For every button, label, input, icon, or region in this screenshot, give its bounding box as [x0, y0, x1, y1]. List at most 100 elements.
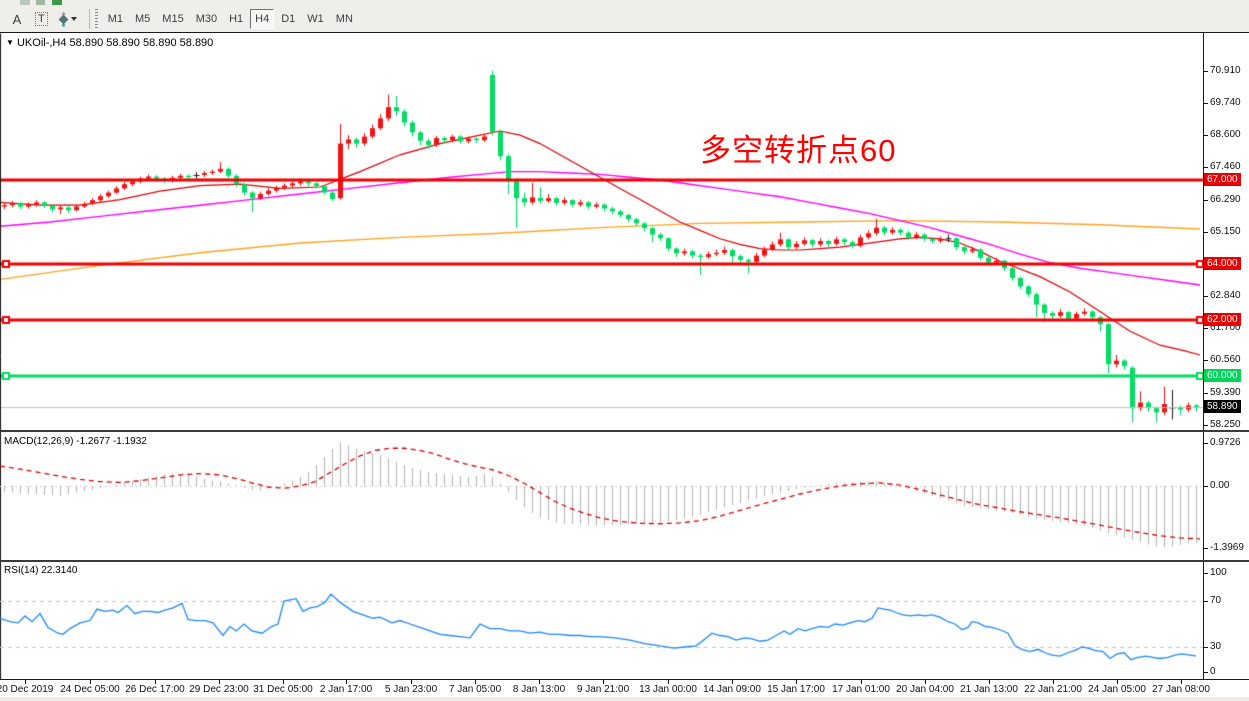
- time-tick-mark: [989, 680, 990, 684]
- axis-tick-mark: [1204, 442, 1208, 444]
- time-tick-label: 20 Jan 04:00: [896, 684, 954, 695]
- time-tick-mark: [925, 680, 926, 684]
- cursor-style-dropdown-button[interactable]: [55, 9, 82, 29]
- time-tick-label: 2 Jan 17:00: [319, 684, 373, 695]
- price-tick-label: 60.560: [1210, 354, 1241, 366]
- price-tick-label: 70.910: [1210, 64, 1241, 76]
- time-axis[interactable]: 20 Dec 2019 24 Dec 05:00 26 Dec 17:00 29 De…: [0, 679, 1249, 701]
- timeframe-button-h1[interactable]: H1: [229, 13, 244, 25]
- time-tick-mark: [861, 680, 862, 684]
- toolbar-fragment: [20, 0, 30, 5]
- time-tick-mark: [796, 680, 797, 684]
- text-box-tool-button[interactable]: T: [30, 9, 53, 29]
- rsi-indicator-label: RSI(14) 22.3140: [4, 565, 78, 576]
- price-tick-label: 68.600: [1210, 129, 1241, 141]
- axis-tick-mark: [1204, 486, 1208, 487]
- price-tick-label: 65.150: [1210, 225, 1241, 237]
- axis-tick-mark: [1204, 296, 1208, 298]
- timeframe-button-w1[interactable]: W1: [307, 13, 324, 25]
- time-tick-mark: [411, 680, 412, 684]
- toolbar-separator: [88, 9, 90, 29]
- time-tick-mark: [90, 680, 91, 684]
- axis-tick-mark: [1204, 573, 1208, 574]
- time-tick-label: 8 Jan 13:00: [512, 684, 566, 695]
- time-tick-label: 26 Dec 17:00: [125, 684, 185, 695]
- axis-tick-mark: [1204, 360, 1208, 362]
- rsi-tick-label: 30: [1210, 641, 1222, 652]
- time-tick-label: 9 Jan 21:00: [576, 684, 630, 695]
- time-tick-label: 5 Jan 23:00: [384, 684, 438, 695]
- time-tick-mark: [25, 680, 26, 684]
- toolbar-fragment: [52, 0, 62, 5]
- time-tick-mark: [475, 680, 476, 684]
- chart-area: ▼ UKOil-,H4 58.890 58.890 58.890 58.890 …: [0, 33, 1249, 679]
- axis-tick-mark: [1204, 393, 1208, 395]
- time-tick-label: 31 Dec 05:00: [253, 684, 313, 695]
- time-tick-mark: [603, 680, 604, 684]
- time-tick-mark: [732, 680, 733, 684]
- symbol-dropdown-triangle-icon[interactable]: ▼: [6, 38, 14, 47]
- time-tick-mark: [1053, 680, 1054, 684]
- axis-tick-mark: [1204, 328, 1208, 330]
- axis-tick-mark: [1204, 135, 1208, 137]
- time-tick-label: 14 Jan 09:00: [703, 684, 761, 695]
- text-label-tool-button[interactable]: A: [12, 11, 22, 27]
- timeframe-button-m1[interactable]: M1: [107, 13, 124, 25]
- dotted-selection-icon: T: [35, 12, 48, 26]
- axis-tick-mark: [1204, 647, 1208, 648]
- timeframe-button-mn[interactable]: MN: [335, 13, 353, 25]
- time-tick-label: 22 Jan 21:00: [1024, 684, 1082, 695]
- timeframe-button-d1[interactable]: D1: [281, 13, 296, 25]
- time-tick-label: 17 Jan 01:00: [832, 684, 890, 695]
- axis-tick-mark: [1204, 167, 1208, 169]
- time-tick-label: 24 Dec 05:00: [60, 684, 120, 695]
- time-tick-label: 27 Jan 08:00: [1152, 684, 1210, 695]
- price-tick-label: 67.460: [1210, 161, 1241, 173]
- macd-tick-label: -1.3969: [1210, 542, 1244, 554]
- level-price-badge: 60.000: [1204, 369, 1241, 382]
- macd-indicator-label: MACD(12,26,9) -1.2677 -1.1932: [4, 436, 147, 447]
- axis-tick-mark: [1204, 231, 1208, 233]
- time-tick-mark: [539, 680, 540, 684]
- chinese-annotation-text[interactable]: 多空转折点60: [700, 133, 897, 168]
- candlestick-chart-canvas[interactable]: [0, 33, 1249, 679]
- axis-tick-mark: [1204, 103, 1208, 105]
- timeframe-button-m15[interactable]: M15: [162, 13, 184, 25]
- timeframe-button-m5[interactable]: M5: [135, 13, 151, 25]
- toolbar-drag-grip[interactable]: [94, 9, 98, 29]
- clipped-toolbar-remnant: [0, 0, 1249, 6]
- macd-tick-label: 0.9726: [1210, 436, 1241, 448]
- axis-tick-mark: [1204, 672, 1208, 673]
- level-price-badge: 64.000: [1204, 257, 1241, 270]
- time-tick-label: 21 Jan 13:00: [960, 684, 1018, 695]
- time-tick-label: 24 Jan 05:00: [1088, 684, 1146, 695]
- price-tick-label: 66.290: [1210, 193, 1241, 205]
- time-tick-mark: [283, 680, 284, 684]
- time-tick-mark: [219, 680, 220, 684]
- price-tick-label: 59.390: [1210, 387, 1241, 399]
- time-tick-label: 29 Dec 23:00: [189, 684, 249, 695]
- timeframe-button-h4[interactable]: H4: [250, 9, 275, 29]
- price-tick-label: 62.840: [1210, 290, 1241, 302]
- current-price-badge: 58.890: [1204, 400, 1241, 414]
- price-tick-label: 69.740: [1210, 97, 1241, 109]
- timeframe-button-m30[interactable]: M30: [195, 13, 218, 25]
- axis-tick-mark: [1204, 548, 1208, 550]
- time-tick-mark: [668, 680, 669, 684]
- pane-separator-macd[interactable]: [0, 430, 1249, 432]
- time-tick-mark: [1181, 680, 1182, 684]
- axis-tick-mark: [1204, 199, 1208, 201]
- level-price-badge: 62.000: [1204, 313, 1241, 326]
- rsi-tick-label: 0: [1210, 666, 1216, 677]
- pane-separator-rsi[interactable]: [0, 560, 1249, 562]
- crosshair-style-icon: [58, 14, 69, 24]
- level-price-badge: 67.000: [1204, 173, 1241, 186]
- time-tick-mark: [1117, 680, 1118, 684]
- axis-border-line: [1203, 33, 1204, 679]
- time-tick-mark: [155, 680, 156, 684]
- chart-title: ▼ UKOil-,H4 58.890 58.890 58.890 58.890: [6, 37, 213, 49]
- rsi-tick-label: 100: [1210, 567, 1227, 578]
- window-bottom-edge: [0, 697, 1249, 701]
- chevron-down-icon: [70, 17, 77, 21]
